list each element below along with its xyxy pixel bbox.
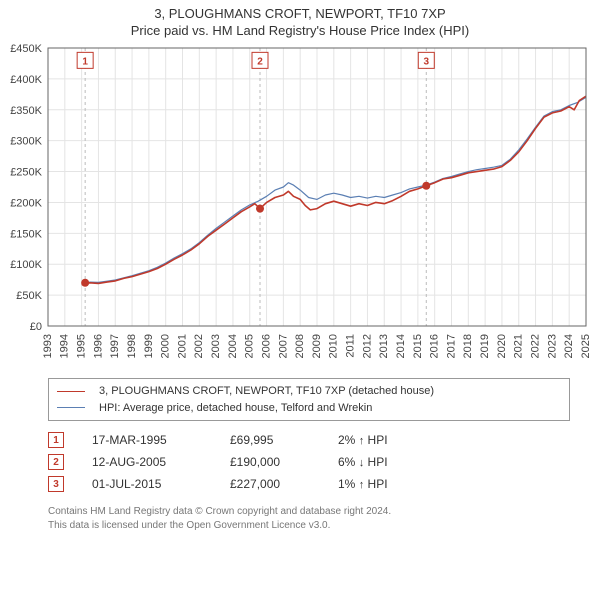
sale-diff: 1% ↑ HPI (338, 477, 388, 491)
footer-line: Contains HM Land Registry data © Crown c… (48, 505, 570, 519)
legend-row: HPI: Average price, detached house, Telf… (57, 400, 561, 417)
sale-price: £227,000 (230, 477, 310, 491)
sale-date: 01-JUL-2015 (92, 477, 202, 491)
svg-text:£450K: £450K (10, 43, 42, 55)
sale-date: 17-MAR-1995 (92, 433, 202, 447)
svg-text:2001: 2001 (176, 334, 188, 358)
svg-text:2011: 2011 (345, 334, 357, 358)
svg-text:1998: 1998 (126, 334, 138, 358)
sale-date: 12-AUG-2005 (92, 455, 202, 469)
chart-container: £0 £50K £100K £150K £200K £250K £300K £350K £400… (0, 42, 600, 372)
sale-price: £190,000 (230, 455, 310, 469)
svg-text:2019: 2019 (479, 334, 491, 358)
sales-table: 1 17-MAR-1995 £69,995 2% ↑ HPI 2 12-AUG-2005 £… (48, 429, 570, 495)
sale-row: 1 17-MAR-1995 £69,995 2% ↑ HPI (48, 429, 570, 451)
svg-text:£300K: £300K (10, 136, 42, 148)
sale-diff: 6% ↓ HPI (338, 455, 388, 469)
svg-text:2006: 2006 (260, 334, 272, 358)
price-chart: £0 £50K £100K £150K £200K £250K £300K £350K £400… (0, 42, 600, 372)
svg-text:3: 3 (424, 56, 430, 67)
sale-row: 2 12-AUG-2005 £190,000 6% ↓ HPI (48, 451, 570, 473)
sale-marker: 2 (48, 454, 64, 470)
svg-text:1997: 1997 (109, 334, 121, 358)
svg-text:£350K: £350K (10, 105, 42, 117)
svg-text:2024: 2024 (563, 334, 575, 358)
svg-text:1993: 1993 (42, 334, 54, 358)
svg-text:2000: 2000 (160, 334, 172, 358)
svg-text:2009: 2009 (311, 334, 323, 358)
svg-text:2014: 2014 (395, 334, 407, 358)
sale-diff: 2% ↑ HPI (338, 433, 388, 447)
attribution-footer: Contains HM Land Registry data © Crown c… (48, 505, 570, 532)
svg-text:2012: 2012 (361, 334, 373, 358)
legend-row: 3, PLOUGHMANS CROFT, NEWPORT, TF10 7XP (… (57, 383, 561, 400)
svg-text:2017: 2017 (445, 334, 457, 358)
svg-text:2008: 2008 (294, 334, 306, 358)
svg-text:£50K: £50K (16, 290, 42, 302)
svg-text:£100K: £100K (10, 259, 42, 271)
svg-text:2015: 2015 (412, 334, 424, 358)
footer-line: This data is licensed under the Open Gov… (48, 519, 570, 533)
svg-text:£400K: £400K (10, 74, 42, 86)
page-subtitle: Price paid vs. HM Land Registry's House … (0, 23, 600, 38)
svg-text:2003: 2003 (210, 334, 222, 358)
legend-label: 3, PLOUGHMANS CROFT, NEWPORT, TF10 7XP (… (99, 383, 434, 400)
svg-text:2020: 2020 (496, 334, 508, 358)
svg-text:2018: 2018 (462, 334, 474, 358)
svg-text:1994: 1994 (59, 334, 71, 358)
svg-text:2023: 2023 (546, 334, 558, 358)
svg-text:1995: 1995 (76, 334, 88, 358)
legend: 3, PLOUGHMANS CROFT, NEWPORT, TF10 7XP (… (48, 378, 570, 421)
svg-text:2005: 2005 (244, 334, 256, 358)
svg-text:2016: 2016 (429, 334, 441, 358)
svg-text:2022: 2022 (529, 334, 541, 358)
svg-text:£0: £0 (30, 321, 42, 333)
svg-text:£150K: £150K (10, 228, 42, 240)
sale-marker: 3 (48, 476, 64, 492)
legend-label: HPI: Average price, detached house, Telf… (99, 400, 372, 417)
svg-text:2021: 2021 (513, 334, 525, 358)
svg-text:£250K: £250K (10, 167, 42, 179)
svg-text:£200K: £200K (10, 197, 42, 209)
svg-text:2007: 2007 (277, 334, 289, 358)
svg-text:2002: 2002 (193, 334, 205, 358)
svg-text:2013: 2013 (378, 334, 390, 358)
page-title: 3, PLOUGHMANS CROFT, NEWPORT, TF10 7XP (0, 6, 600, 21)
svg-text:2025: 2025 (580, 334, 592, 358)
sale-price: £69,995 (230, 433, 310, 447)
legend-swatch (57, 391, 85, 392)
svg-text:2: 2 (257, 56, 263, 67)
svg-text:2004: 2004 (227, 334, 239, 358)
sale-marker: 1 (48, 432, 64, 448)
sale-row: 3 01-JUL-2015 £227,000 1% ↑ HPI (48, 473, 570, 495)
svg-text:1996: 1996 (92, 334, 104, 358)
legend-swatch (57, 407, 85, 408)
svg-text:1999: 1999 (143, 334, 155, 358)
svg-text:2010: 2010 (328, 334, 340, 358)
svg-text:1: 1 (82, 56, 88, 67)
